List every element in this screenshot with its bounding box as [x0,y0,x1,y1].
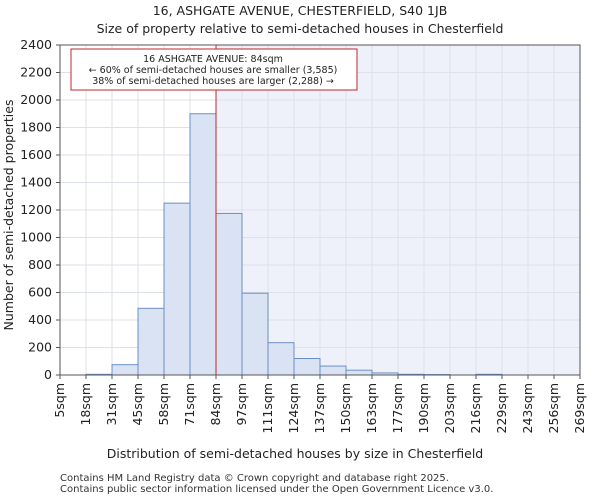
histogram-bar [215,212,243,376]
histogram-bar [163,202,191,376]
x-tick-label: 31sqm [104,383,119,426]
y-tick-label: 2200 [20,65,52,80]
y-tick-label: 1200 [20,202,52,217]
x-tick-label: 163sqm [364,383,379,433]
y-tick-label: 0 [44,367,52,382]
y-tick-label: 1400 [20,175,52,190]
chart-title: 16, ASHGATE AVENUE, CHESTERFIELD, S40 1J… [152,3,448,18]
x-tick-label: 111sqm [260,383,275,433]
x-tick-label: 190sqm [416,383,431,433]
x-tick-label: 229sqm [494,383,509,433]
histogram-bar [241,292,269,376]
annotation-smaller: ← 60% of semi-detached houses are smalle… [89,65,338,76]
x-tick-label: 124sqm [286,383,301,433]
histogram-bar [189,113,217,376]
x-tick-label: 58sqm [156,383,171,426]
footer-line-1: Contains HM Land Registry data © Crown c… [60,473,449,484]
histogram-bar [137,307,165,376]
x-tick-label: 177sqm [390,383,405,433]
y-tick-label: 800 [28,257,52,272]
x-tick-label: 71sqm [182,383,197,426]
y-tick-label: 1000 [20,230,52,245]
property-annotation: 16 ASHGATE AVENUE: 84sqm ← 60% of semi-d… [70,48,358,91]
x-tick-label: 18sqm [78,383,93,426]
x-axis-label: Distribution of semi-detached houses by … [107,446,483,461]
y-tick-label: 2000 [20,92,52,107]
footer-line-2: Contains public sector information licen… [60,484,494,495]
x-tick-label: 243sqm [520,383,535,433]
x-tick-label: 256sqm [546,383,561,433]
x-tick-label: 45sqm [130,383,145,426]
x-tick-label: 137sqm [312,383,327,433]
chart-subtitle: Size of property relative to semi-detach… [96,21,504,36]
x-tick-label: 216sqm [468,383,483,433]
x-tick-label: 150sqm [338,383,353,433]
annotation-larger: 38% of semi-detached houses are larger (… [92,76,334,87]
histogram-bar [293,358,321,376]
y-tick-label: 200 [28,340,52,355]
x-tick-label: 84sqm [208,383,223,426]
x-tick-label: 97sqm [234,383,249,426]
x-tick-label: 269sqm [572,383,587,433]
x-tick-label: 5sqm [52,383,67,418]
histogram-bar [319,365,347,376]
annotation-box [70,48,358,91]
histogram-bar [267,342,295,376]
y-tick-label: 2400 [20,37,52,52]
y-tick-label: 1800 [20,120,52,135]
y-tick-label: 1600 [20,147,52,162]
annotation-title: 16 ASHGATE AVENUE: 84sqm [143,54,283,65]
y-tick-label: 400 [28,312,52,327]
y-axis-label: Number of semi-detached properties [1,100,16,331]
histogram-bar [111,364,139,376]
x-tick-label: 203sqm [442,383,457,433]
y-tick-label: 600 [28,285,52,300]
histogram-bar [345,369,373,376]
